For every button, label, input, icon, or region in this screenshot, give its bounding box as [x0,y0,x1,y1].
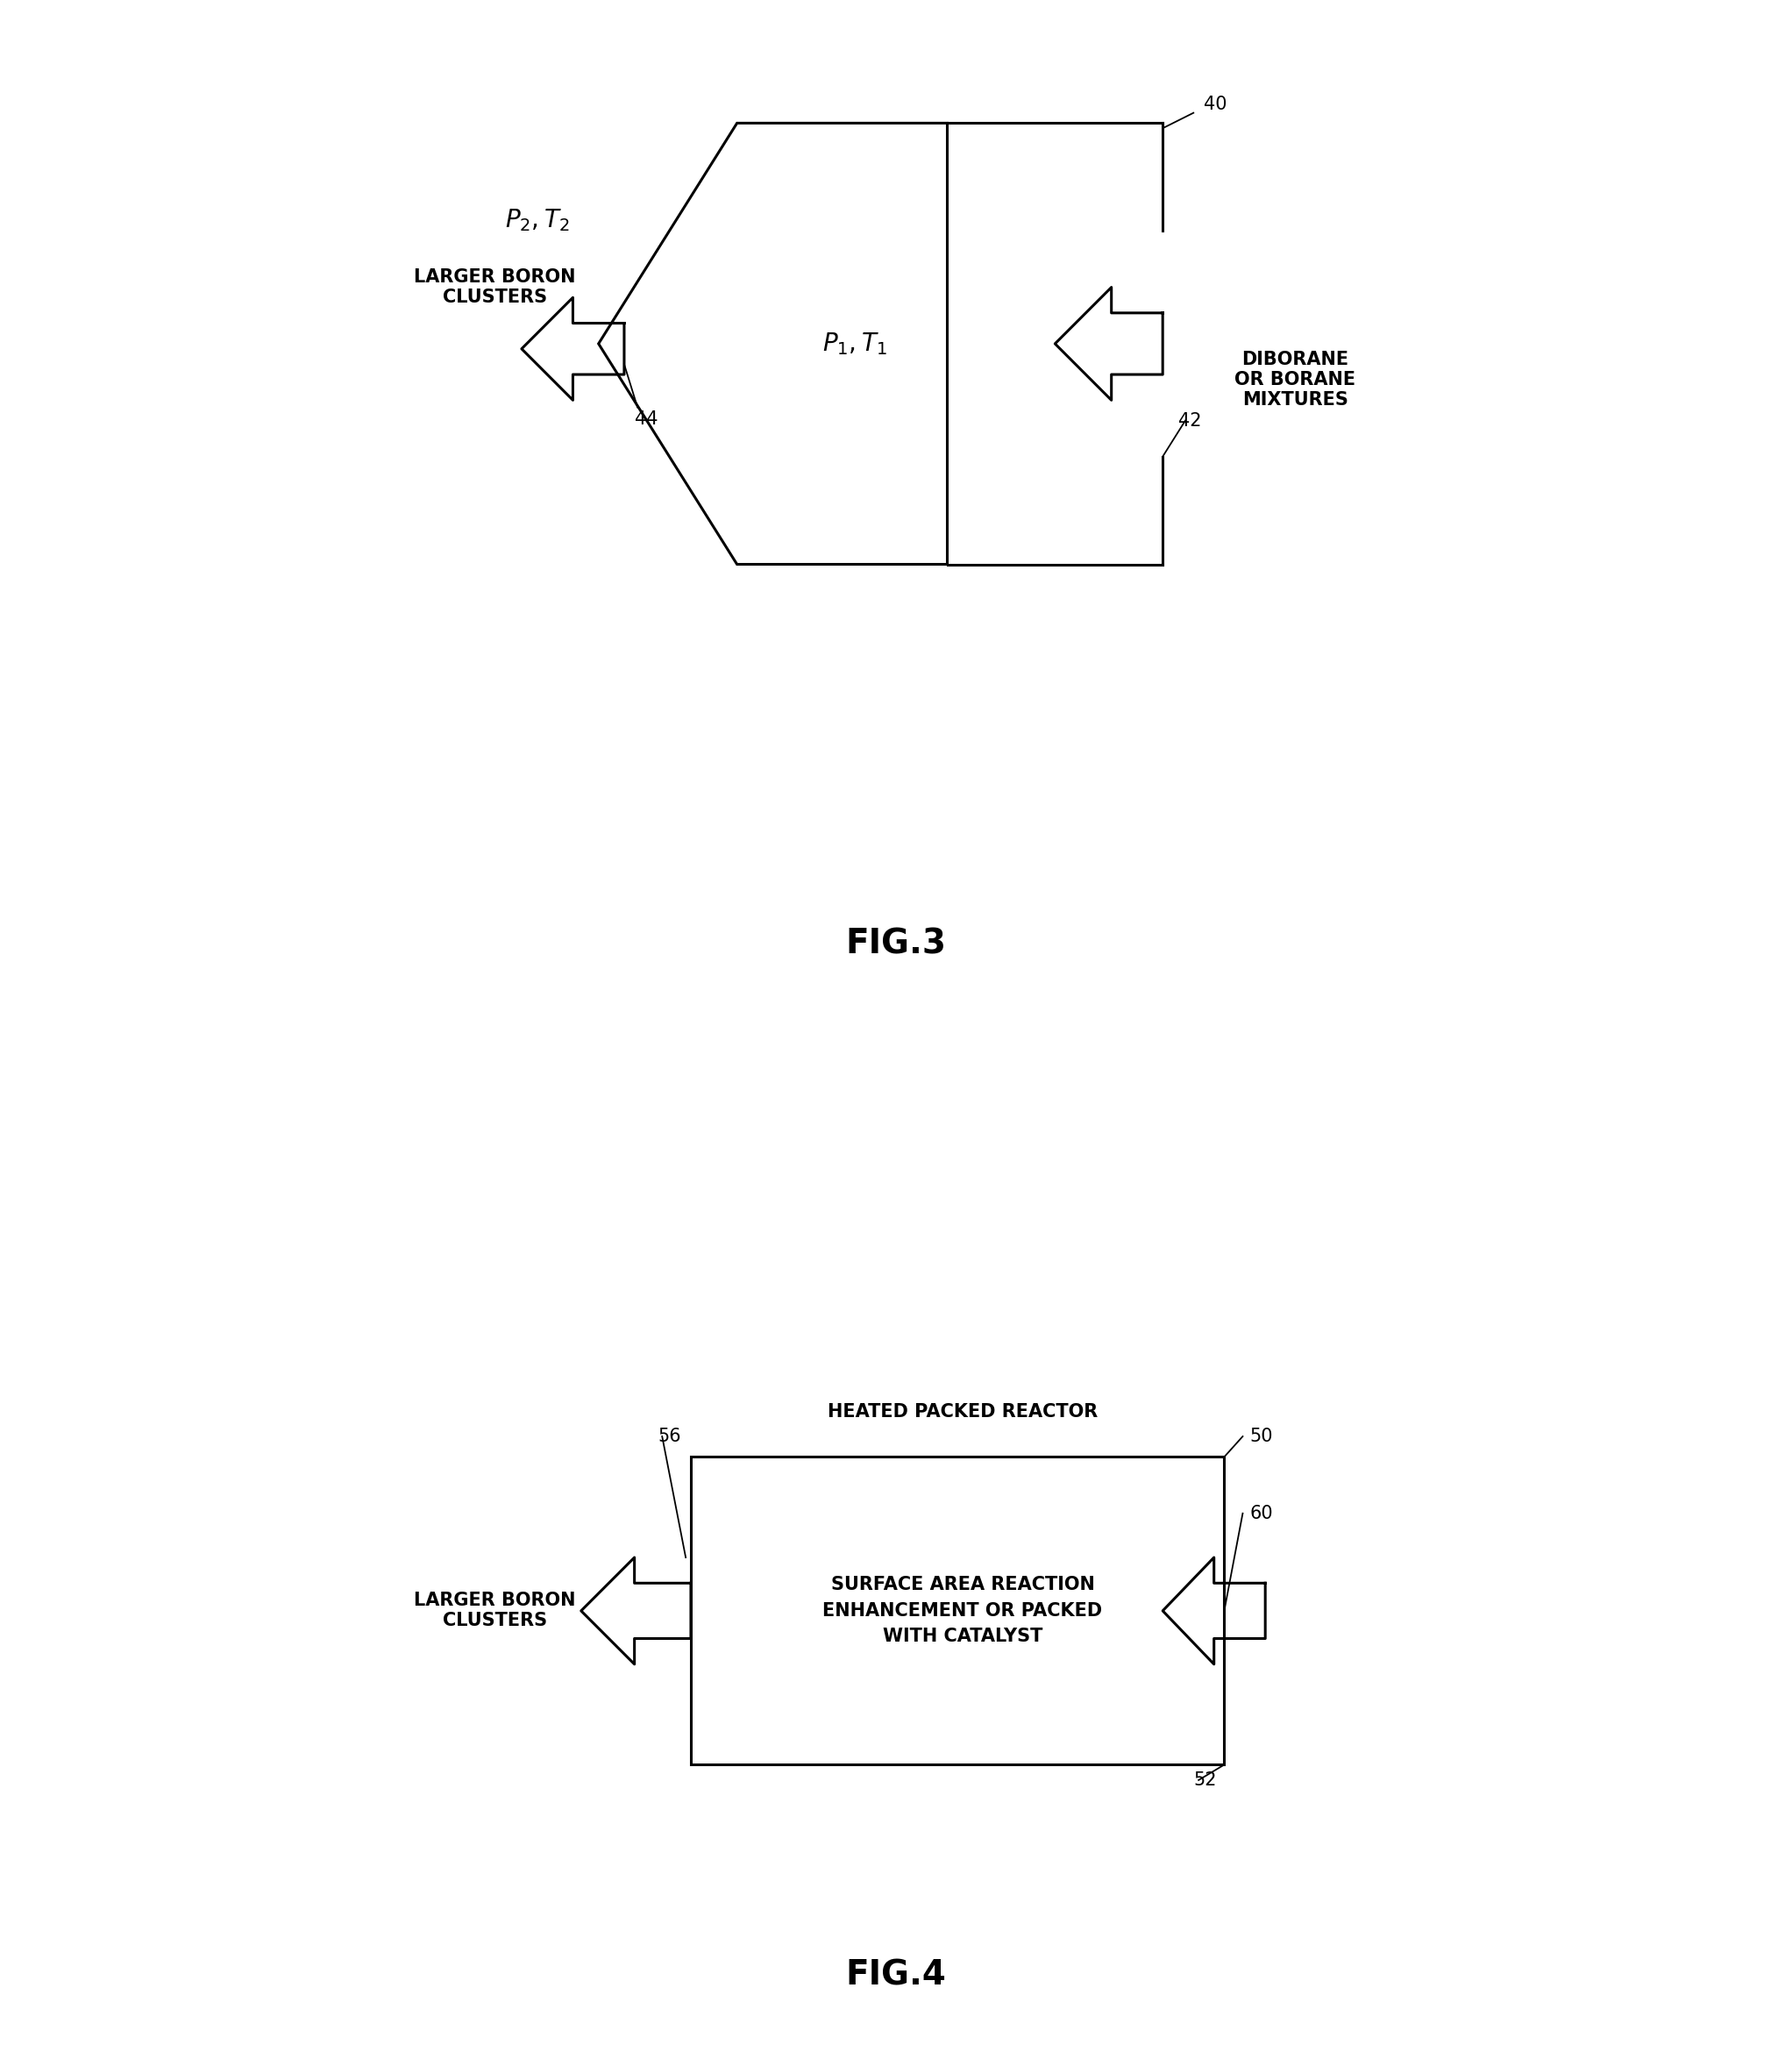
Text: 40: 40 [1204,94,1228,113]
Text: DIBORANE
OR BORANE
MIXTURES: DIBORANE OR BORANE MIXTURES [1235,351,1355,408]
Text: LARGER BORON
CLUSTERS: LARGER BORON CLUSTERS [414,269,575,306]
Text: 56: 56 [658,1428,681,1445]
Bar [692,1457,1224,1765]
Text: $P_2,T_2$: $P_2,T_2$ [505,207,570,234]
Text: FIG.4: FIG.4 [846,1958,946,1992]
Text: 60: 60 [1249,1504,1274,1523]
Text: 50: 50 [1249,1428,1272,1445]
Text: FIG.3: FIG.3 [846,928,946,960]
Text: 42: 42 [1177,412,1201,429]
Text: LARGER BORON
CLUSTERS: LARGER BORON CLUSTERS [414,1592,575,1629]
Text: HEATED PACKED REACTOR: HEATED PACKED REACTOR [828,1404,1098,1420]
Text: SURFACE AREA REACTION
ENHANCEMENT OR PACKED
WITH CATALYST: SURFACE AREA REACTION ENHANCEMENT OR PAC… [823,1576,1102,1646]
Text: 44: 44 [634,410,658,429]
Text: $P_1,T_1$: $P_1,T_1$ [823,330,887,357]
Text: 52: 52 [1193,1771,1217,1789]
